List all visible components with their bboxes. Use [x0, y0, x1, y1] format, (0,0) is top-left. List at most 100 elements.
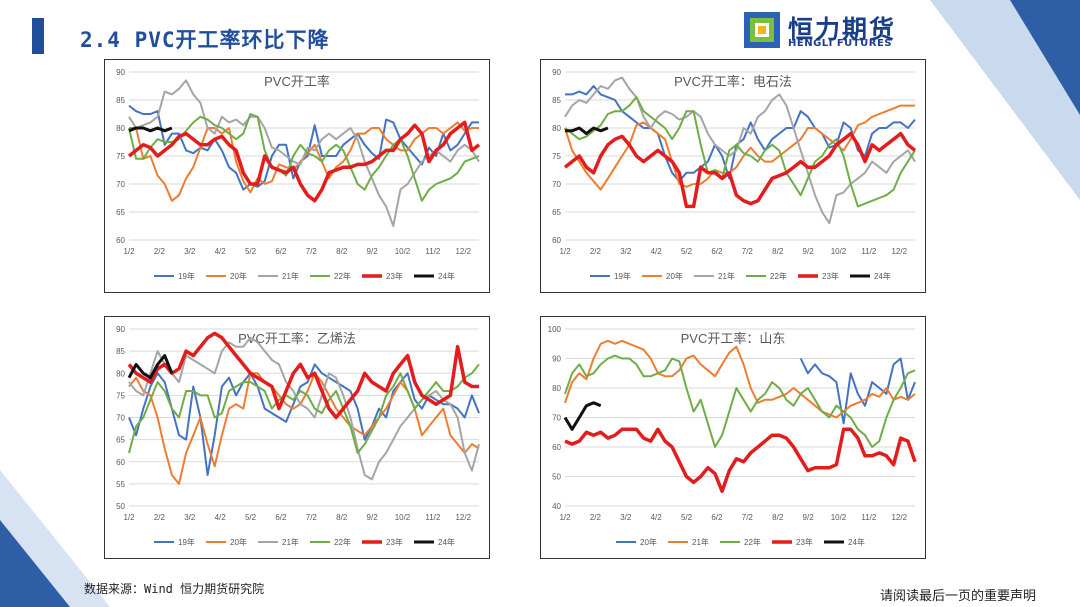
x-tick-label: 7/2: [306, 247, 318, 256]
series-line-1: [564, 104, 915, 191]
x-tick-label: 10/2: [395, 247, 411, 256]
x-tick-label: 11/2: [425, 247, 441, 256]
x-tick-label: 2/2: [590, 513, 602, 522]
y-tick-label: 40: [552, 502, 561, 511]
y-tick-label: 60: [552, 236, 561, 245]
chart-panel-total: 60 65 70 75 80 85 90 1/2 2/2 3/2 4/2 5/2 6/2 7/2 8/2 9/…: [104, 59, 490, 293]
y-tick-label: 55: [116, 480, 125, 489]
legend-label: 23年: [386, 271, 403, 281]
legend-label: 23年: [822, 271, 839, 281]
x-tick-label: 11/2: [425, 513, 441, 522]
y-tick-label: 85: [552, 96, 561, 105]
x-tick-label: 3/2: [620, 247, 632, 256]
legend-label: 20年: [230, 537, 247, 547]
y-tick-label: 85: [116, 347, 125, 356]
y-tick-label: 70: [552, 180, 561, 189]
x-tick-label: 6/2: [275, 247, 287, 256]
chart-svg: 60 65 70 75 80 85 90 1/2 2/2 3/2 4/2 5/2 6/2 7/2 8/2 9/…: [552, 68, 917, 281]
legend-label: 21年: [282, 271, 299, 281]
x-tick-label: 3/2: [620, 513, 632, 522]
y-tick-label: 90: [116, 325, 125, 334]
legend-label: 22年: [770, 271, 787, 281]
chart-panel-shandong: 40 50 60 70 80 90 100 1/2 2/2 3/2 4/2 5/2 6/2 7/2 8/2 9…: [540, 316, 926, 559]
y-tick-label: 90: [552, 355, 561, 364]
legend-label: 24年: [438, 271, 455, 281]
x-tick-label: 3/2: [184, 513, 196, 522]
chart-title: PVC开工率：电石法: [674, 74, 792, 89]
x-tick-label: 7/2: [306, 513, 318, 522]
disclaimer-note: 请阅读最后一页的重要声明: [880, 589, 1037, 604]
y-tick-label: 80: [116, 369, 125, 378]
y-tick-label: 70: [552, 414, 561, 423]
x-tick-label: 4/2: [215, 247, 227, 256]
y-tick-label: 100: [548, 325, 562, 334]
series-line-1: [128, 372, 480, 485]
x-tick-label: 12/2: [455, 247, 471, 256]
x-tick-label: 8/2: [772, 247, 784, 256]
x-tick-label: 9/2: [367, 513, 379, 522]
company-logo: 恒力期货 HENGLI FUTURES: [744, 12, 914, 52]
y-tick-label: 60: [116, 236, 125, 245]
chart-panel-carbide: 60 65 70 75 80 85 90 1/2 2/2 3/2 4/2 5/2 6/2 7/2 8/2 9/…: [540, 59, 926, 293]
x-tick-label: 9/2: [367, 247, 379, 256]
x-tick-label: 12/2: [455, 513, 471, 522]
x-tick-label: 10/2: [831, 513, 847, 522]
page-title: 2.4 PVC开工率环比下降: [80, 28, 330, 52]
legend-label: 20年: [230, 271, 247, 281]
series-line-4: [127, 331, 479, 420]
x-tick-label: 8/2: [336, 513, 348, 522]
chart-title: PVC开工率：山东: [681, 331, 786, 346]
y-tick-label: 70: [116, 180, 125, 189]
y-tick-label: 75: [116, 152, 125, 161]
x-tick-label: 9/2: [803, 247, 815, 256]
x-tick-label: 11/2: [861, 247, 877, 256]
y-tick-label: 90: [552, 68, 561, 77]
title-accent-bar: [32, 18, 44, 54]
legend-label: 24年: [438, 537, 455, 547]
legend-label: 21年: [718, 271, 735, 281]
x-tick-label: 4/2: [651, 247, 663, 256]
x-tick-label: 1/2: [123, 247, 135, 256]
x-tick-label: 3/2: [184, 247, 196, 256]
y-tick-label: 75: [552, 152, 561, 161]
y-tick-label: 65: [116, 208, 125, 217]
chart-title: PVC开工率: [264, 74, 330, 89]
y-tick-label: 80: [116, 124, 125, 133]
series-line-2: [128, 79, 480, 227]
legend-label: 23年: [796, 537, 813, 547]
y-tick-label: 60: [552, 443, 561, 452]
chart-svg: 60 65 70 75 80 85 90 1/2 2/2 3/2 4/2 5/2 6/2 7/2 8/2 9/…: [116, 68, 481, 281]
y-tick-label: 50: [116, 502, 125, 511]
x-tick-label: 6/2: [711, 513, 723, 522]
series-line-3: [128, 363, 480, 454]
chart-svg: 40 50 60 70 80 90 100 1/2 2/2 3/2 4/2 5/2 6/2 7/2 8/2 9…: [548, 325, 917, 547]
x-tick-label: 7/2: [742, 513, 754, 522]
x-tick-label: 4/2: [651, 513, 663, 522]
series-line-2: [564, 76, 916, 225]
series-line-5: [128, 126, 173, 133]
x-tick-label: 5/2: [681, 247, 693, 256]
series-line-0: [799, 357, 916, 425]
series-line-3: [564, 427, 917, 494]
legend-label: 20年: [640, 537, 657, 547]
legend-label: 23年: [386, 537, 403, 547]
series-line-4: [127, 120, 481, 203]
chart-svg: 50 55 60 65 70 75 80 85 90 1/2 2/2 3/2 4/2 5/2 6/2 7/2 8…: [116, 325, 480, 547]
x-tick-label: 8/2: [336, 247, 348, 256]
x-tick-label: 1/2: [559, 247, 571, 256]
x-tick-label: 5/2: [681, 513, 693, 522]
series-line-0: [128, 363, 480, 476]
legend-label: 22年: [744, 537, 761, 547]
series-line-5: [127, 354, 174, 380]
legend-label: 21年: [692, 537, 709, 547]
x-tick-label: 6/2: [711, 247, 723, 256]
y-tick-label: 65: [116, 436, 125, 445]
x-tick-label: 8/2: [772, 513, 784, 522]
series-line-3: [128, 113, 480, 202]
logo-english-name: HENGLI FUTURES: [788, 38, 892, 49]
logo-chinese-name: 恒力期货: [788, 15, 897, 44]
x-tick-label: 11/2: [861, 513, 877, 522]
x-tick-label: 1/2: [559, 513, 571, 522]
legend-label: 22年: [334, 537, 351, 547]
